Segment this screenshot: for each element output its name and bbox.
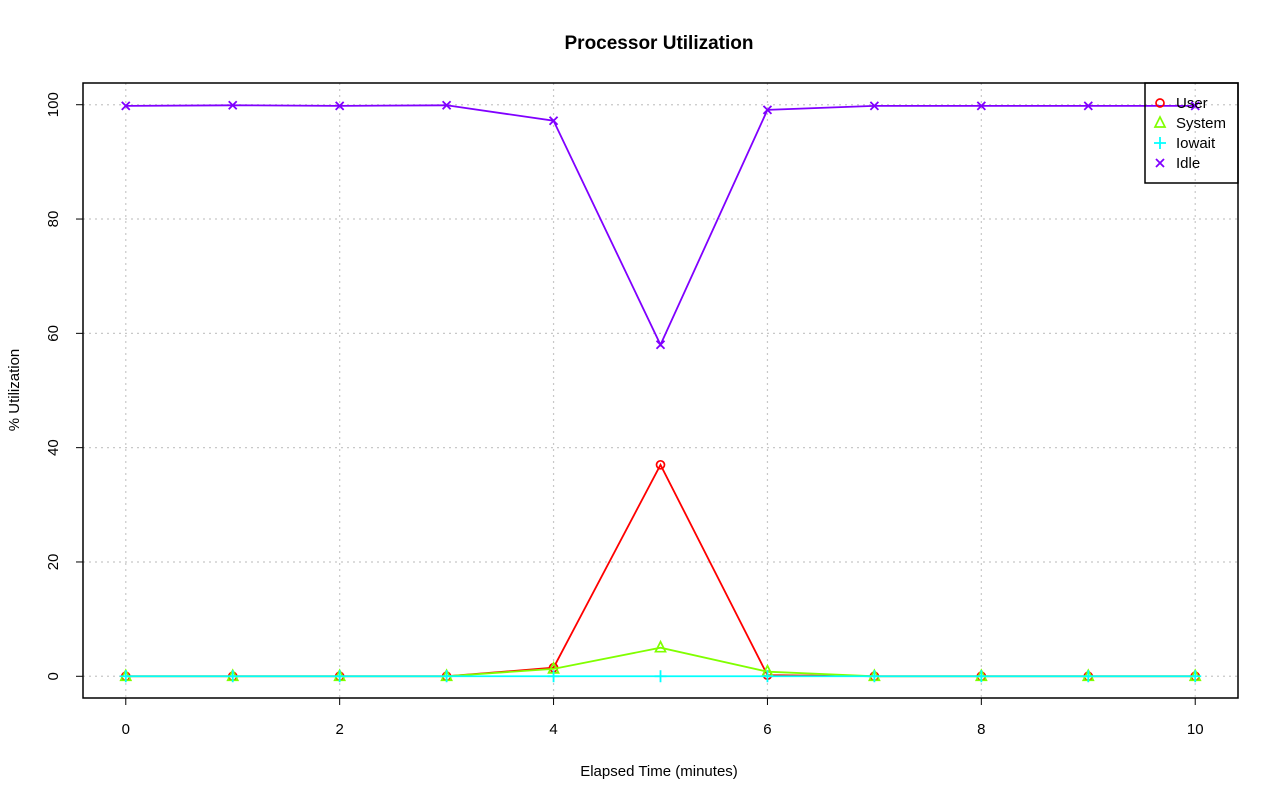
data-point-iowait	[761, 670, 774, 683]
data-point-iowait	[975, 670, 988, 683]
data-point-idle	[976, 101, 986, 111]
legend-box	[1144, 82, 1239, 184]
y-axis: 0 20 40 60 80 100	[45, 92, 84, 680]
data-point-idle	[441, 100, 452, 110]
series-line-idle	[125, 104, 1196, 347]
x-tick-label: 6	[763, 721, 771, 738]
data-point-iowait	[440, 670, 453, 683]
x-tick-label: 8	[977, 721, 985, 738]
data-point-iowait	[226, 670, 239, 683]
y-tick-label: 60	[45, 325, 62, 342]
x-axis: 0 2 4 6 8 10	[122, 697, 1204, 738]
data-point-idle	[655, 340, 666, 350]
data-point-system	[654, 639, 667, 653]
data-point-idle	[1190, 101, 1200, 111]
data-point-idle	[1083, 101, 1093, 111]
legend-label-user: User	[1176, 95, 1208, 112]
y-tick-label: 80	[45, 211, 62, 228]
y-axis-label: % Utilization	[6, 349, 23, 432]
legend: User System Iowait Idle	[1144, 82, 1239, 184]
y-tick-label: 20	[45, 554, 62, 571]
data-point-idle	[762, 105, 773, 115]
data-point-iowait	[547, 670, 560, 683]
x-tick-label: 0	[122, 721, 130, 738]
legend-marker-user	[1155, 98, 1165, 108]
x-tick-label: 2	[335, 721, 343, 738]
x-axis-label: Elapsed Time (minutes)	[580, 763, 738, 780]
series-iowait	[119, 670, 1202, 683]
data-point-idle	[335, 101, 345, 111]
data-point-iowait	[1082, 670, 1095, 683]
x-tick-label: 10	[1187, 721, 1204, 738]
data-point-iowait	[654, 670, 667, 683]
data-point-iowait	[333, 670, 346, 683]
chart-title: Processor Utilization	[565, 33, 754, 54]
legend-marker-system	[1153, 115, 1167, 128]
y-tick-label: 100	[45, 92, 62, 117]
data-point-idle	[228, 100, 238, 110]
y-tick-label: 40	[45, 439, 62, 456]
grid	[83, 83, 1238, 698]
data-point-iowait	[868, 670, 881, 683]
series-group	[119, 100, 1202, 683]
y-tick-label: 0	[45, 672, 62, 680]
legend-marker-idle	[1155, 158, 1165, 168]
series-line-user	[125, 462, 1196, 678]
x-tick-label: 4	[549, 721, 557, 738]
plot-frame	[82, 82, 1239, 699]
data-point-idle	[869, 101, 880, 111]
data-point-user	[655, 459, 666, 470]
legend-label-idle: Idle	[1176, 155, 1200, 172]
series-idle	[121, 100, 1200, 350]
legend-label-system: System	[1176, 115, 1226, 132]
data-point-idle	[121, 101, 131, 111]
legend-label-iowait: Iowait	[1176, 135, 1216, 152]
data-point-iowait	[119, 670, 132, 683]
data-point-idle	[548, 116, 559, 126]
legend-marker-iowait	[1154, 137, 1166, 149]
data-point-iowait	[1189, 670, 1202, 683]
